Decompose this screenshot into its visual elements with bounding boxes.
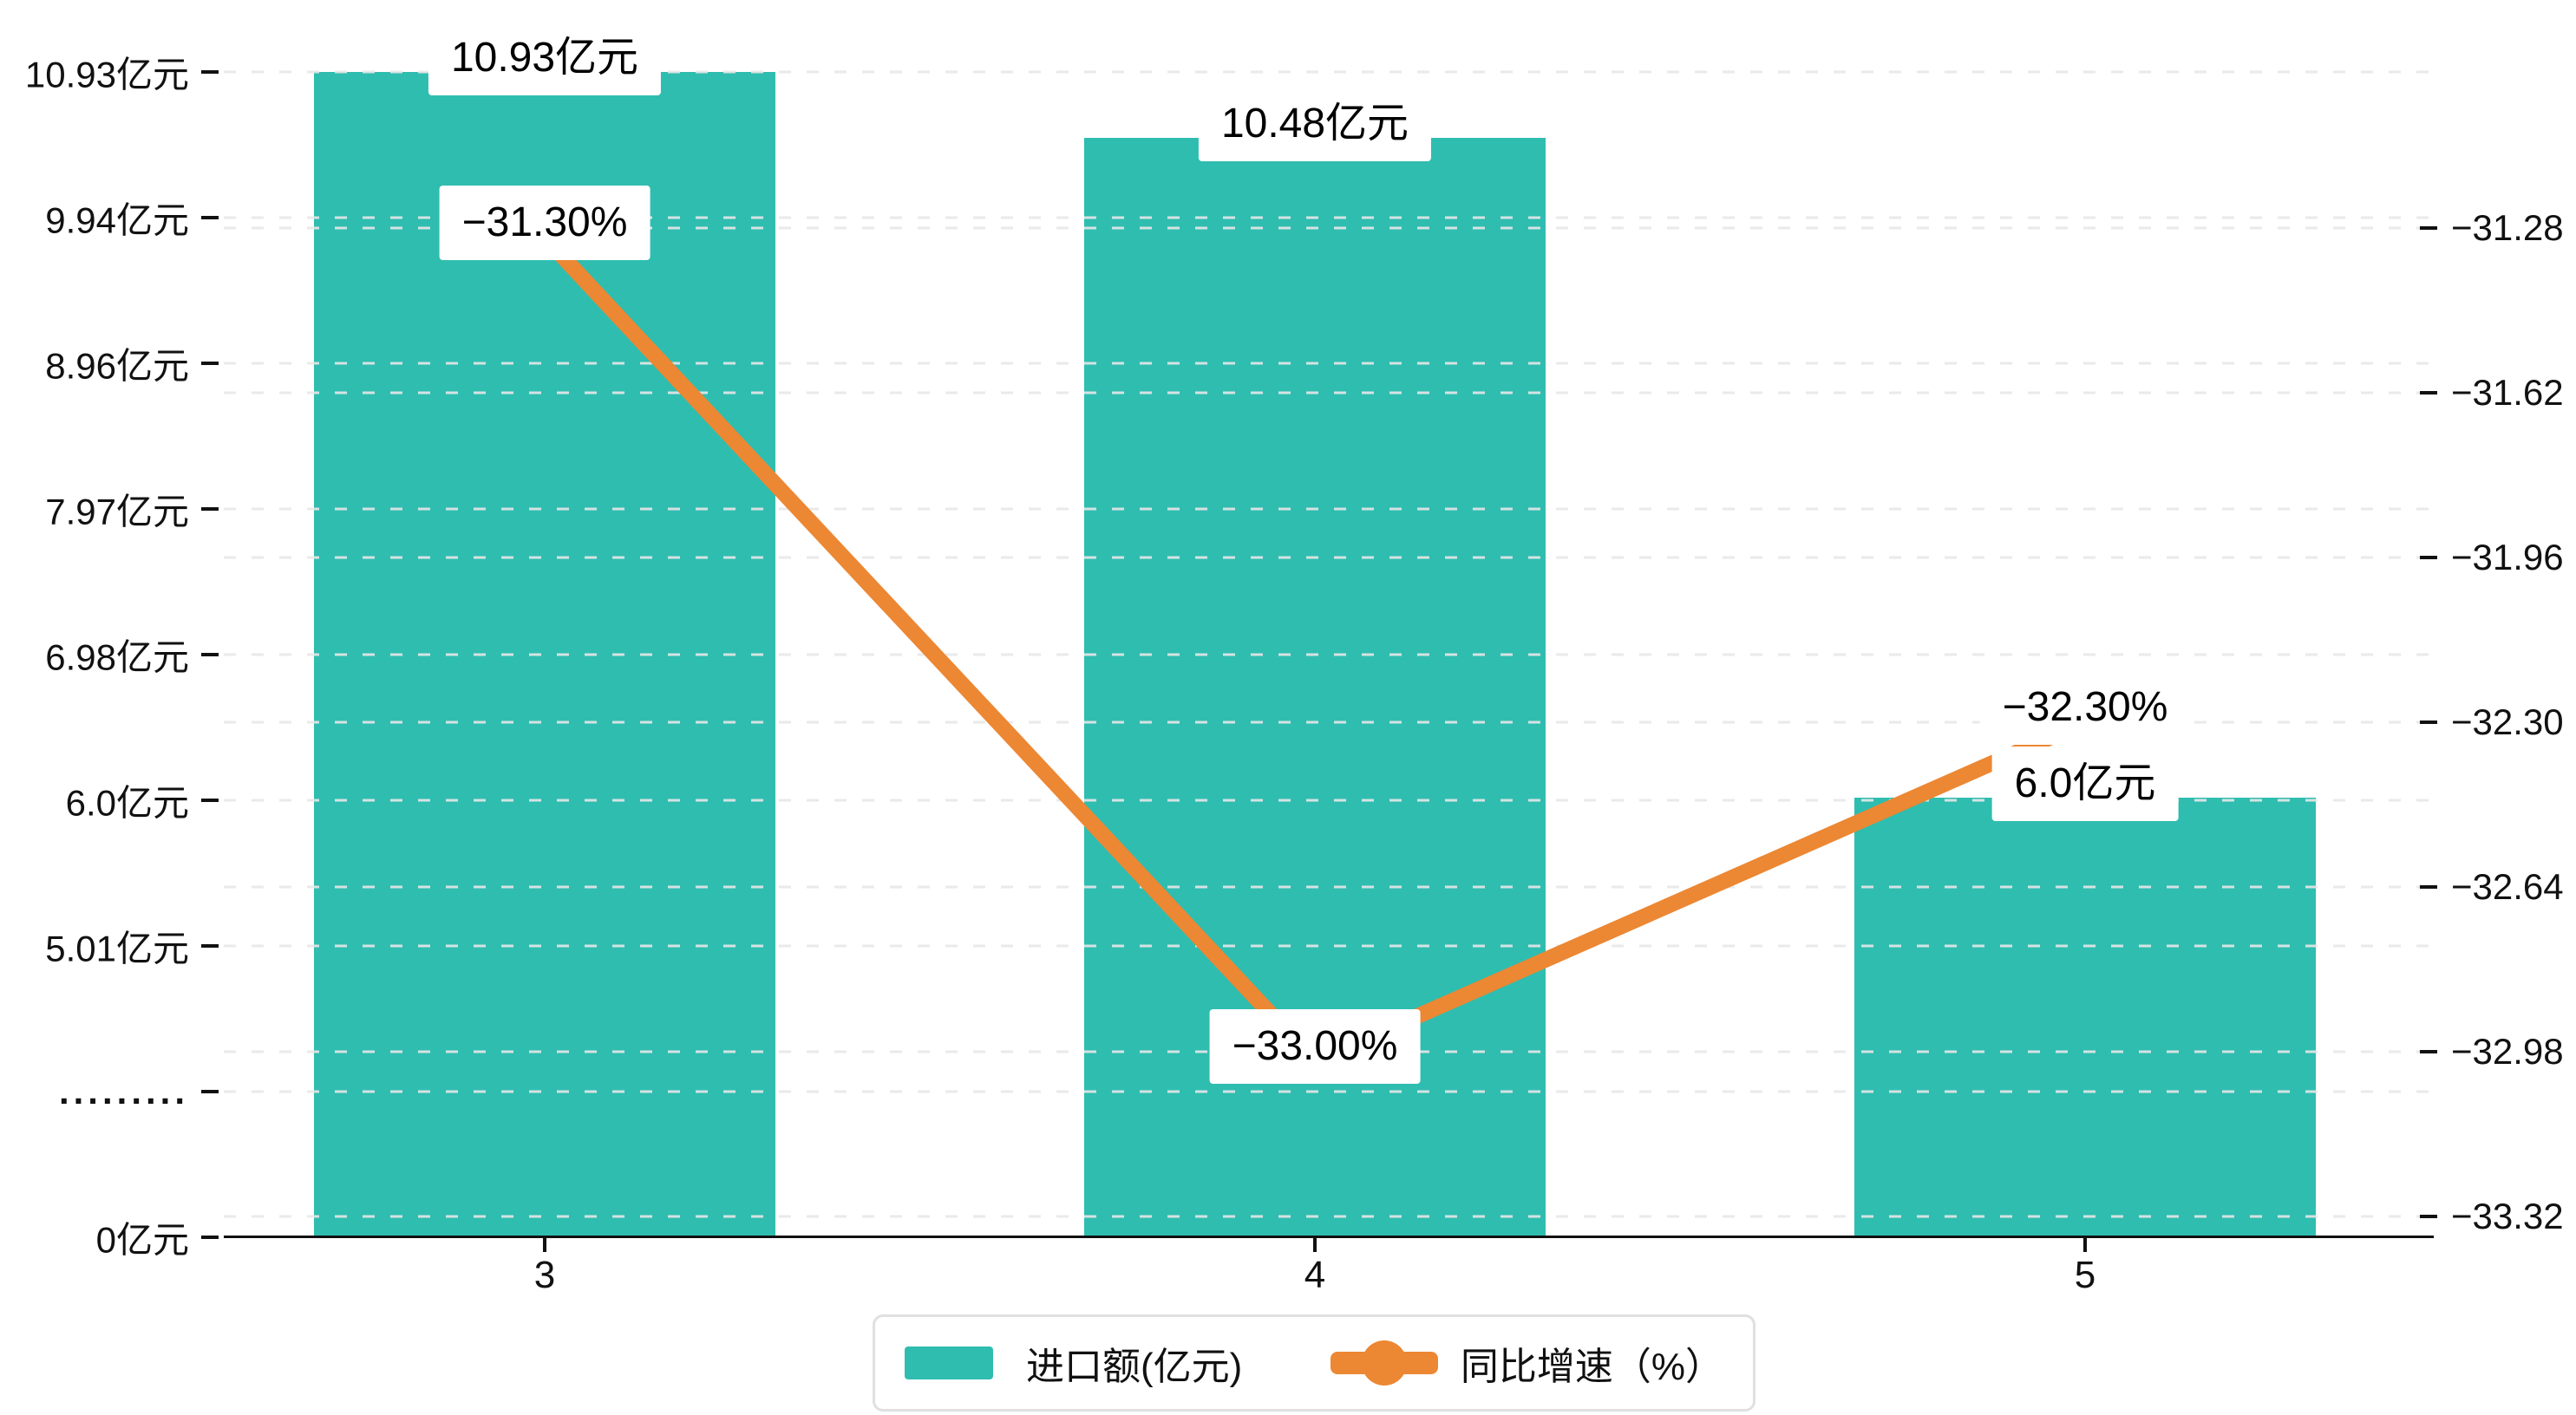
legend-label-bar-series: 进口额(亿元) <box>1026 1346 1243 1388</box>
y-axis-right-tick-mark <box>2420 391 2437 395</box>
legend-item-bar-series[interactable]: 进口额(亿元) <box>905 1335 1242 1391</box>
legend-label-line-series: 同比增速（%） <box>1460 1346 1723 1388</box>
y-axis-right-tick-mark <box>2420 721 2437 724</box>
line-value-label: −31.30% <box>439 186 651 260</box>
y-axis-left-tick-label: 0亿元 <box>95 1219 189 1261</box>
y-axis-right-tick-label: −33.32 <box>2451 1196 2564 1236</box>
x-axis-tick-label: 4 <box>1304 1254 1326 1296</box>
y-axis-left-tick-label: 6.0亿元 <box>65 782 189 824</box>
line-value-label: −32.30% <box>1979 670 2191 745</box>
y-axis-right-tick-mark <box>2420 556 2437 559</box>
y-axis-left-tick-mark <box>201 653 219 656</box>
y-axis-left-tick-mark <box>201 216 219 219</box>
y-axis-right-tick-label: −32.30 <box>2451 701 2564 742</box>
y-axis-right-tick-label: −31.96 <box>2451 537 2564 577</box>
y-axis-left-tick-mark <box>201 70 219 74</box>
y-axis-left-tick-label: 8.96亿元 <box>45 345 189 387</box>
y-axis-left-tick-mark <box>201 1236 219 1239</box>
y-axis-right-tick-mark <box>2420 1215 2437 1218</box>
y-axis-left-tick-label: 6.98亿元 <box>45 636 189 678</box>
x-axis-tick-mark <box>2083 1238 2087 1252</box>
y-axis-right-tick-label: −31.62 <box>2451 372 2564 413</box>
x-axis-line <box>224 1236 2434 1238</box>
bar-series-swatch-icon <box>905 1347 993 1379</box>
y-axis-left-tick-mark <box>201 1090 219 1093</box>
y-axis-left-tick-label: 9.94亿元 <box>45 199 189 241</box>
y-axis-left-tick-label: ......... <box>58 1071 189 1112</box>
bar-value-label: 10.93亿元 <box>428 21 662 95</box>
x-axis-tick-label: 5 <box>2074 1254 2096 1296</box>
y-axis-left-tick-label: 10.93亿元 <box>24 54 189 95</box>
bar[interactable] <box>1854 797 2316 1236</box>
x-axis-tick-mark <box>1313 1238 1317 1252</box>
bar-value-label: 10.48亿元 <box>1198 87 1432 161</box>
y-axis-left-tick-mark <box>201 944 219 948</box>
bar-value-label: 6.0亿元 <box>1991 747 2179 821</box>
line-icon-dot <box>1361 1340 1407 1386</box>
x-axis-tick-mark <box>543 1238 546 1252</box>
y-axis-right-tick-label: −32.98 <box>2451 1031 2564 1072</box>
y-axis-left-tick-label: 7.97亿元 <box>45 491 189 532</box>
legend-item-line-series[interactable]: 同比增速（%） <box>1330 1335 1723 1391</box>
line-series-icon <box>1330 1340 1438 1386</box>
line-series[interactable] <box>539 231 2089 1069</box>
y-axis-left-tick-mark <box>201 507 219 511</box>
y-axis-right-tick-mark <box>2420 226 2437 230</box>
y-axis-left-tick-label: 5.01亿元 <box>45 928 189 969</box>
y-axis-left-tick-mark <box>201 362 219 365</box>
y-axis-right-tick-label: −32.64 <box>2451 866 2564 907</box>
legend: 进口额(亿元) 同比增速（%） <box>873 1314 1755 1412</box>
y-axis-right-tick-mark <box>2420 1050 2437 1053</box>
y-axis-right-tick-label: −31.28 <box>2451 207 2564 248</box>
line-value-label: −33.00% <box>1209 1009 1421 1084</box>
y-axis-left-tick-mark <box>201 799 219 802</box>
x-axis-tick-label: 3 <box>533 1254 556 1296</box>
y-axis-right-tick-mark <box>2420 885 2437 889</box>
